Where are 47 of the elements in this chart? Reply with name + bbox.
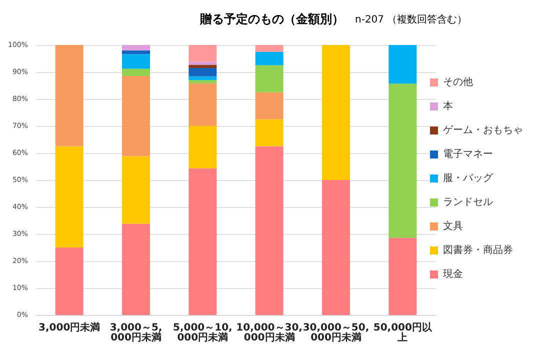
chart-subtitle: n-207 （複数回答含む） xyxy=(355,14,468,26)
bar xyxy=(188,83,217,126)
bar xyxy=(122,54,150,69)
x-tick-label: 3,000円未満 xyxy=(38,322,100,334)
bar xyxy=(188,76,217,80)
bar xyxy=(322,45,350,180)
bar xyxy=(388,45,417,84)
bar xyxy=(255,146,284,315)
legend-label: ランドセル xyxy=(443,197,493,208)
bar xyxy=(188,62,217,65)
x-tick-label: 5,000～10,000円未満 xyxy=(172,322,232,344)
legend-label: 電子マネー xyxy=(443,149,493,160)
bar xyxy=(188,68,217,76)
legend-label: 図書券・商品券 xyxy=(443,244,513,256)
legend-label: 服・バッグ xyxy=(443,173,494,184)
x-tick-label: 3,000～5,000円未満 xyxy=(110,322,162,344)
bar xyxy=(122,224,150,315)
legend-label: 現金 xyxy=(443,268,463,280)
legend-label: 本 xyxy=(443,100,453,112)
bar xyxy=(388,84,417,238)
legend-label: 文具 xyxy=(443,220,463,232)
bar xyxy=(122,68,150,76)
bar xyxy=(122,45,150,50)
x-tick-label: 50,000円以上 xyxy=(373,322,433,344)
bar xyxy=(122,50,150,54)
bar xyxy=(255,92,284,120)
bar xyxy=(55,146,84,248)
bar xyxy=(322,180,350,315)
bar xyxy=(55,248,84,315)
bar xyxy=(255,119,284,146)
bar xyxy=(122,156,150,224)
bar xyxy=(188,80,217,84)
bar xyxy=(188,168,217,315)
x-tick-label: 10,000～30,000円未満 xyxy=(236,322,302,344)
chart-title: 贈る予定のもの（金額別） xyxy=(199,12,344,26)
bar xyxy=(122,76,150,156)
bar xyxy=(188,45,217,62)
bar xyxy=(188,64,217,68)
bar xyxy=(255,45,284,52)
legend-label: ゲーム・おもちゃ xyxy=(443,125,523,136)
legend-label: その他 xyxy=(443,76,473,88)
x-tick-label: 30,000～50,000円未満 xyxy=(302,322,370,344)
bar xyxy=(255,65,284,92)
bar xyxy=(255,52,284,66)
bar xyxy=(388,238,417,315)
bar xyxy=(188,126,217,168)
bar xyxy=(55,45,84,146)
